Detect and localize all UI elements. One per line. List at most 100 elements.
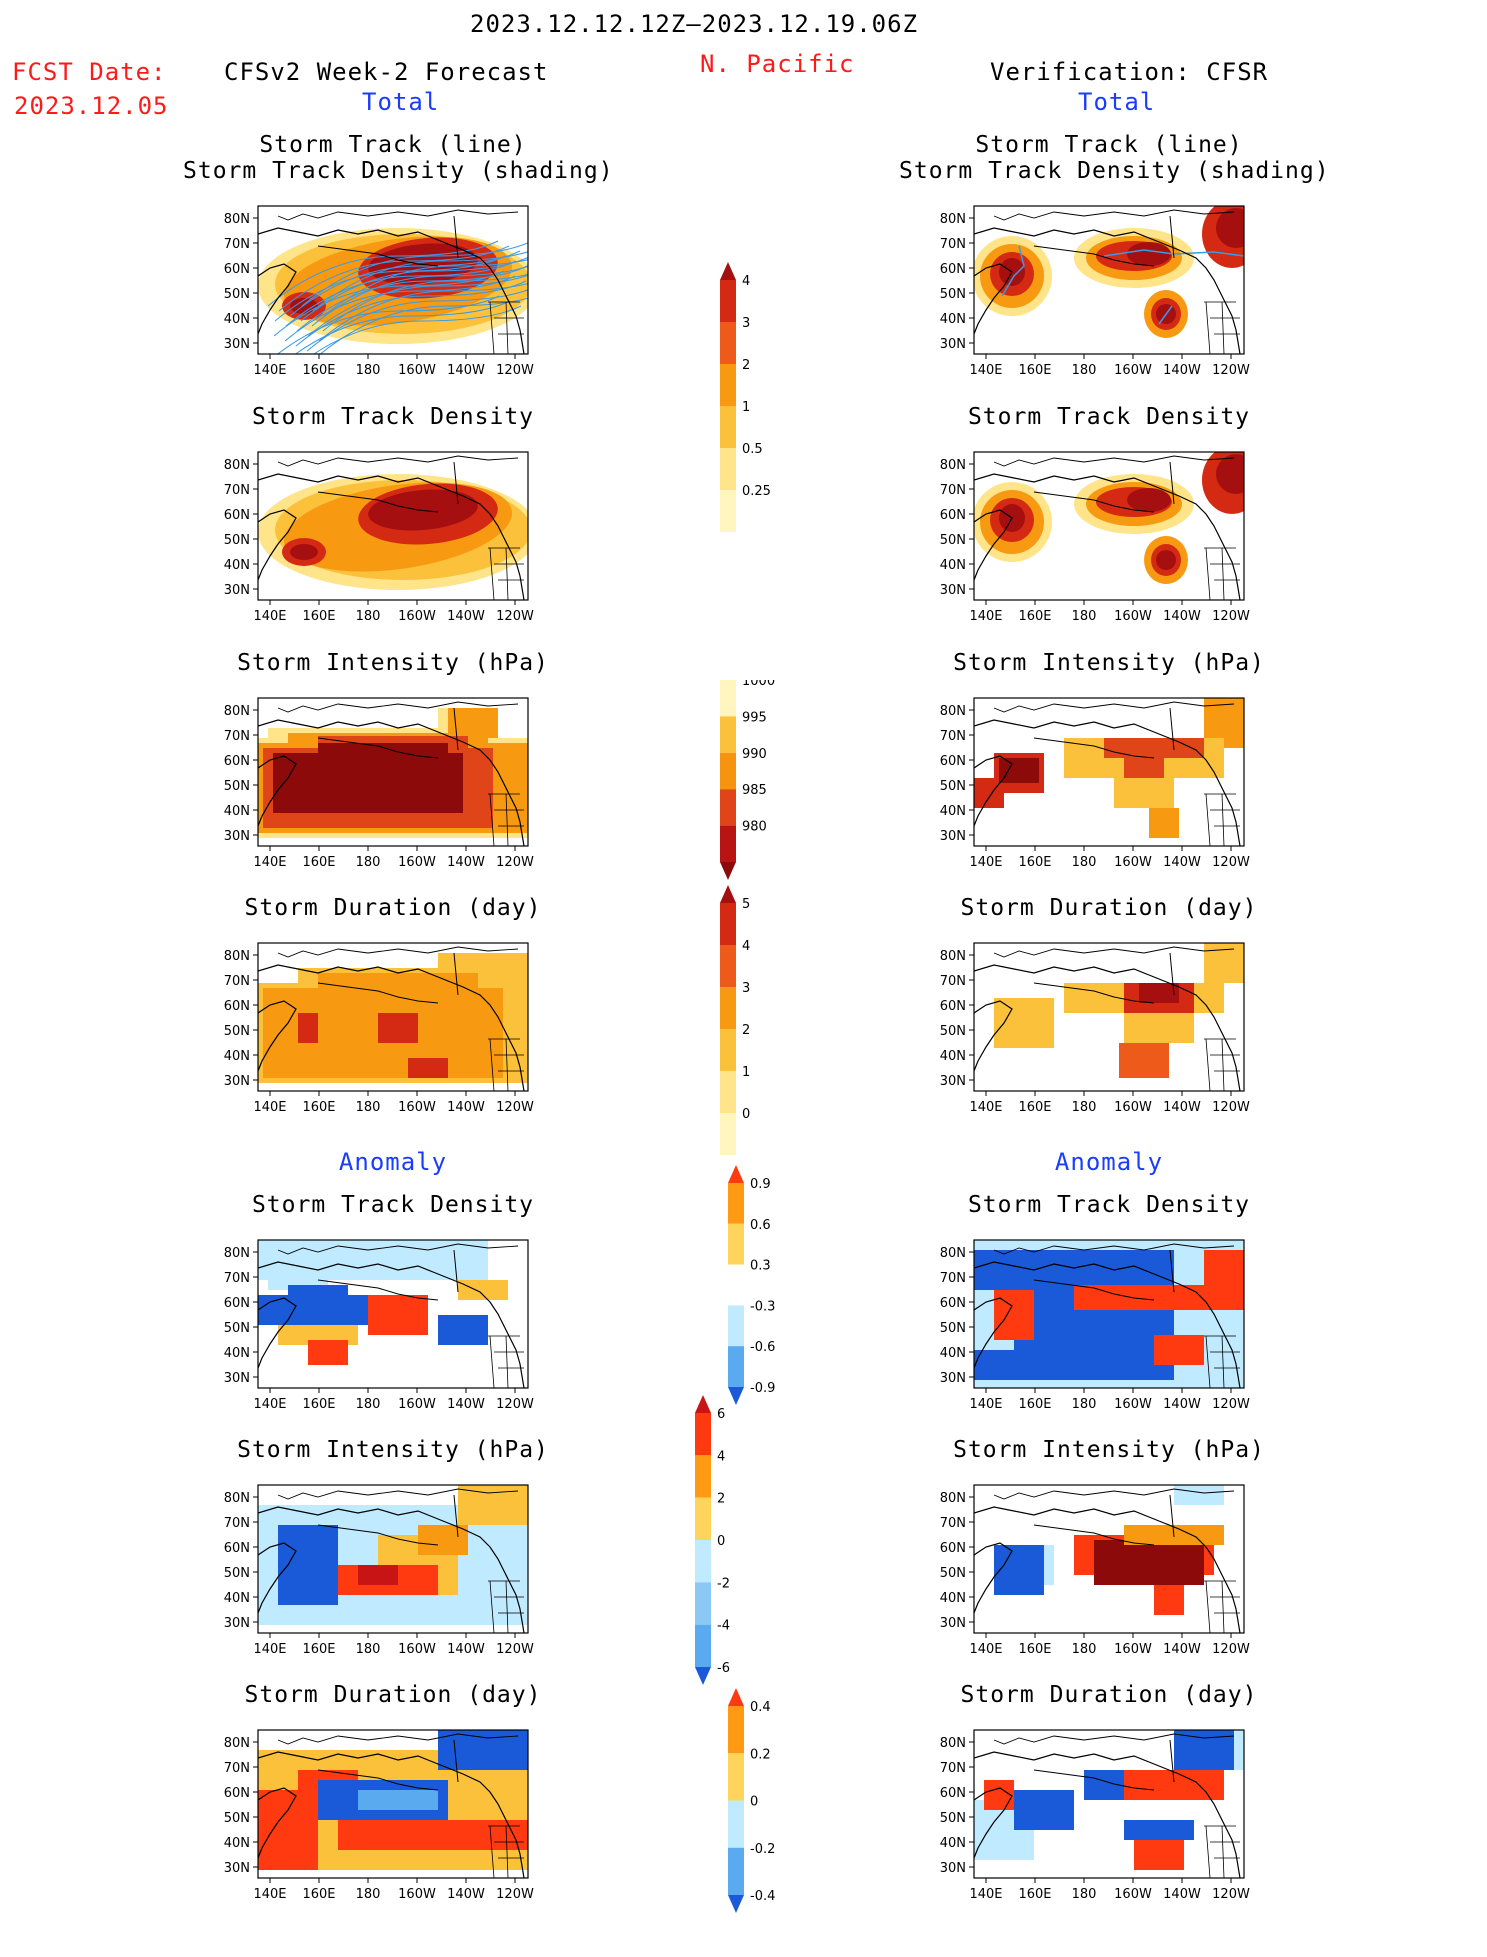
arctic-coast — [277, 1243, 519, 1255]
lon-tick-label: 140E — [969, 1887, 1002, 1902]
storm-track-line — [1001, 245, 1025, 297]
storm-track-line — [295, 280, 527, 347]
lat-tick-label: 60N — [940, 262, 966, 277]
colorbar-label: 0.6 — [750, 1218, 771, 1233]
state-borders — [488, 301, 524, 354]
lat-tick-label: 50N — [940, 533, 966, 548]
shade-cell — [994, 1545, 1044, 1595]
colorbar-swatch — [720, 987, 736, 1029]
coastline-asia — [974, 1542, 1013, 1614]
plot-frame — [257, 1729, 529, 1879]
coastline-asia — [258, 263, 297, 335]
colorbar-swatch — [695, 1413, 711, 1456]
lat-tick-label: 60N — [940, 1296, 966, 1311]
lat-tick-label: 40N — [224, 1591, 250, 1606]
lat-tick-label: 40N — [940, 558, 966, 573]
colorbar-swatch — [720, 322, 736, 364]
lon-tick-label: 160W — [398, 363, 436, 378]
plot-frame — [973, 942, 1245, 1092]
aleutian-chain — [317, 491, 439, 513]
shade-blob — [1127, 242, 1171, 266]
lon-tick-label: 160E — [302, 1397, 335, 1412]
colorbar-arrow — [695, 1395, 711, 1413]
border-line — [453, 215, 459, 259]
state-borders — [1204, 793, 1240, 846]
colorbar-swatch — [720, 903, 736, 945]
shade-cell — [278, 1525, 338, 1605]
lat-tick-label: 60N — [940, 999, 966, 1014]
lon-tick-label: 140W — [1163, 1642, 1201, 1657]
storm-track-line — [267, 240, 499, 307]
anom-intensity-colorbar: 6 4 2 0 -2 -4 -6 — [695, 1395, 775, 1729]
lon-tick-label: 160E — [302, 1887, 335, 1902]
lat-tick-label: 30N — [224, 337, 250, 352]
state-borders — [1204, 1580, 1240, 1633]
lon-tick-label: 140W — [447, 1887, 485, 1902]
shade-cell — [358, 1565, 398, 1585]
lat-tick-label: 70N — [940, 1761, 966, 1776]
shade-cell — [1174, 758, 1214, 778]
lat-tick-label: 80N — [224, 1736, 250, 1751]
aleutian-chain — [1033, 982, 1155, 1004]
colorbar-label: 5 — [742, 897, 750, 912]
lat-tick-label: 80N — [224, 1246, 250, 1261]
lon-tick-label: 180 — [1072, 609, 1097, 624]
lon-tick-label: 180 — [1072, 1100, 1097, 1115]
lon-tick-label: 120W — [496, 609, 534, 624]
colorbar-swatch — [720, 1113, 736, 1155]
lat-tick-label: 30N — [224, 1616, 250, 1631]
shade-cell — [1074, 1285, 1204, 1310]
colorbar-label: 2 — [742, 1023, 750, 1038]
lat-tick-label: 70N — [940, 1516, 966, 1531]
plot-frame — [973, 205, 1245, 355]
colorbar-label: 0 — [750, 1795, 758, 1810]
lat-tick-label: 30N — [940, 337, 966, 352]
lon-tick-label: 140E — [253, 1397, 286, 1412]
left-total-label: Total — [362, 88, 440, 116]
shade-cell — [358, 1790, 438, 1810]
shade-cell — [258, 1790, 318, 1870]
shade-blob — [290, 544, 318, 560]
colorbar-label: -4 — [717, 1619, 730, 1634]
colorbar-swatch — [720, 1029, 736, 1071]
lon-tick-label: 160E — [302, 1642, 335, 1657]
map-area — [974, 1485, 1241, 1633]
lat-tick-label: 70N — [224, 729, 250, 744]
lon-tick-label: 160E — [302, 1100, 335, 1115]
fcst-date: 2023.12.05 — [14, 92, 169, 120]
lon-tick-label: 120W — [1212, 855, 1250, 870]
state-borders — [1204, 1038, 1240, 1091]
lat-tick-label: 60N — [224, 1786, 250, 1801]
shade-cell — [288, 1285, 348, 1305]
arctic-coast — [277, 1733, 519, 1745]
left-anom-intensity-title: Storm Intensity (hPa) — [237, 1437, 549, 1463]
lat-tick-label: 60N — [224, 1541, 250, 1556]
colorbar-arrow — [728, 1688, 744, 1706]
arctic-coast — [277, 1488, 519, 1500]
lon-tick-label: 180 — [356, 1100, 381, 1115]
shade-blob — [1216, 454, 1244, 494]
lon-tick-label: 160W — [1114, 363, 1152, 378]
lon-tick-label: 140W — [1163, 1100, 1201, 1115]
state-borders — [488, 1038, 524, 1091]
lat-tick-label: 80N — [940, 704, 966, 719]
lat-tick-label: 30N — [940, 1074, 966, 1089]
colorbar-label: -0.2 — [750, 1842, 775, 1857]
lon-tick-label: 140W — [447, 609, 485, 624]
aleutian-chain — [317, 1769, 439, 1791]
plot-frame — [257, 1239, 529, 1389]
lat-tick-label: 70N — [940, 974, 966, 989]
lat-tick-label: 50N — [224, 1566, 250, 1581]
duration-colorbar: 5 4 3 2 1 0 — [720, 885, 800, 1199]
shade-cell — [1134, 1840, 1184, 1870]
plot-frame — [973, 1729, 1245, 1879]
right-track-shading-title: Storm Track Density (shading) — [899, 158, 1330, 184]
lat-tick-label: 70N — [940, 483, 966, 498]
shade-cell — [438, 1315, 488, 1345]
colorbar-swatch — [720, 364, 736, 406]
lon-tick-label: 140W — [1163, 1887, 1201, 1902]
shade-cell — [308, 1340, 348, 1365]
border-line — [453, 952, 459, 996]
state-borders — [1204, 301, 1240, 354]
